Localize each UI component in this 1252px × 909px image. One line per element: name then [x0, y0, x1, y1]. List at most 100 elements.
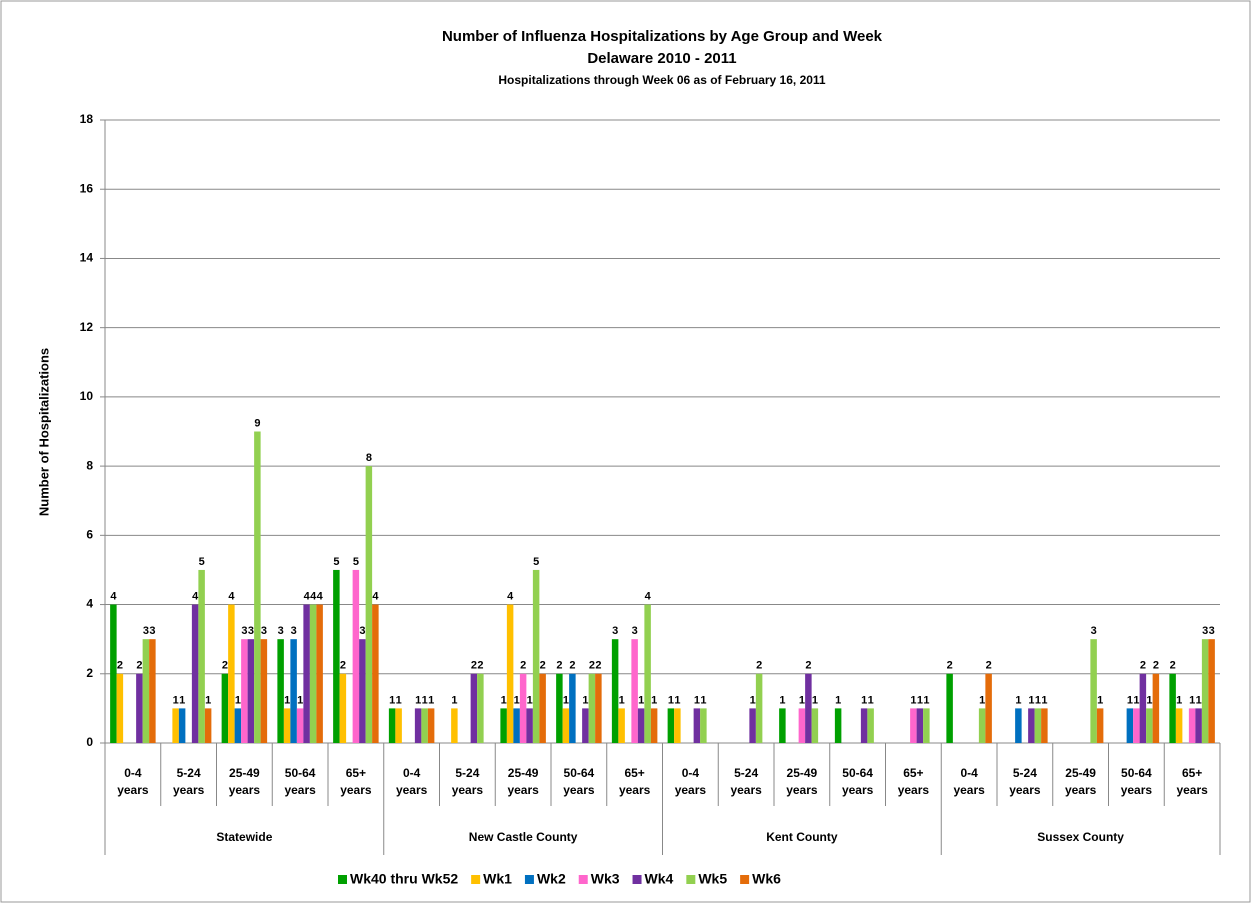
bar: [811, 708, 819, 743]
legend-label: Wk5: [698, 871, 727, 887]
y-tick-label: 16: [80, 181, 94, 195]
bar: [755, 673, 763, 743]
data-label: 1: [779, 694, 785, 706]
bar: [309, 604, 317, 743]
chart-subtitle: Delaware 2010 - 2011: [587, 50, 736, 67]
group-label: Statewide: [216, 830, 272, 844]
bar: [277, 639, 284, 743]
x-tick-label-line: 25-49: [229, 766, 260, 780]
legend-swatch: [471, 875, 481, 884]
bar: [1152, 673, 1160, 743]
bar: [867, 708, 874, 743]
data-label: 2: [540, 660, 546, 672]
x-tick-label-line: 65+: [903, 766, 923, 780]
x-tick-label-line: years: [1065, 783, 1097, 797]
bar: [595, 673, 602, 743]
x-tick-label: 5-24 years: [730, 766, 762, 797]
bar: [221, 673, 229, 743]
data-label: 1: [694, 694, 700, 706]
legend-swatch: [338, 875, 347, 884]
data-label: 1: [1176, 694, 1182, 706]
data-label: 5: [333, 556, 339, 568]
data-label: 4: [310, 590, 317, 602]
bar: [172, 708, 179, 743]
bar: [650, 708, 658, 743]
y-tick-label: 0: [86, 735, 93, 749]
bar: [674, 708, 681, 743]
bar: [539, 673, 546, 743]
bar: [241, 639, 248, 743]
x-tick-label-line: 65+: [624, 766, 644, 780]
bar: [500, 708, 507, 743]
data-label: 1: [563, 694, 569, 706]
data-label: 2: [589, 660, 595, 672]
legend-label: Wk40 thru Wk52: [350, 871, 458, 887]
bar: [1034, 708, 1042, 743]
x-tick-label-line: years: [284, 783, 316, 797]
bar: [303, 604, 310, 743]
x-tick-label-line: years: [842, 783, 874, 797]
data-label: 4: [317, 590, 324, 602]
data-label: 4: [507, 590, 514, 602]
data-label: 1: [750, 694, 756, 706]
bar: [290, 639, 297, 743]
bar: [296, 708, 304, 743]
x-tick-label-line: years: [953, 783, 985, 797]
bar: [1090, 639, 1097, 743]
bar: [910, 708, 917, 743]
bar: [247, 639, 255, 743]
bar: [693, 708, 701, 743]
data-label: 1: [917, 694, 923, 706]
data-label: 2: [1140, 660, 1146, 672]
bar: [470, 673, 478, 743]
y-tick-label: 4: [86, 597, 93, 611]
bar: [1015, 708, 1022, 743]
x-tick-label: 5-24 years: [173, 766, 205, 797]
x-tick-label-line: years: [1121, 783, 1153, 797]
bar: [178, 708, 186, 743]
data-label: 1: [235, 694, 241, 706]
x-tick-label-line: 25-49: [1065, 766, 1096, 780]
bar: [569, 673, 576, 743]
bar: [427, 708, 435, 743]
legend-swatch: [686, 875, 696, 884]
data-label: 1: [396, 694, 402, 706]
y-tick-label: 8: [86, 458, 93, 472]
y-tick-label: 2: [86, 666, 93, 680]
x-tick-label-line: years: [619, 783, 651, 797]
data-label: 1: [1097, 694, 1103, 706]
x-tick-label-line: years: [563, 783, 595, 797]
data-label: 1: [1041, 694, 1047, 706]
data-label: 1: [1196, 694, 1202, 706]
bar: [1169, 673, 1176, 743]
bar: [985, 673, 992, 743]
data-label: 2: [805, 660, 811, 672]
data-label: 2: [1170, 660, 1176, 672]
x-tick-label: 50-64 years: [563, 766, 595, 797]
bar: [556, 673, 563, 743]
x-tick-label-line: 5-24: [734, 766, 758, 780]
x-tick-label: 5-24 years: [452, 766, 484, 797]
bar: [1139, 673, 1147, 743]
chart-note: Hospitalizations through Week 06 as of F…: [498, 73, 826, 87]
data-label: 3: [278, 625, 284, 637]
x-tick-label-line: 0-4: [403, 766, 421, 780]
data-label: 1: [1035, 694, 1041, 706]
x-tick-label-line: 50-64: [285, 766, 316, 780]
bar: [1146, 708, 1153, 743]
x-tick-label: 25-49 years: [507, 766, 539, 797]
data-label: 8: [366, 452, 372, 464]
legend-label: Wk4: [645, 871, 674, 887]
x-tick-label: 50-64 years: [284, 766, 316, 797]
bar: [388, 708, 396, 743]
data-label: 3: [241, 625, 247, 637]
data-label: 2: [756, 660, 762, 672]
y-tick-label: 10: [80, 389, 94, 403]
bar: [588, 673, 596, 743]
data-label: 4: [645, 590, 652, 602]
data-label: 4: [372, 590, 379, 602]
y-axis-label: Number of Hospitalizations: [36, 348, 51, 516]
data-label: 1: [868, 694, 874, 706]
x-tick-label-line: 25-49: [508, 766, 539, 780]
